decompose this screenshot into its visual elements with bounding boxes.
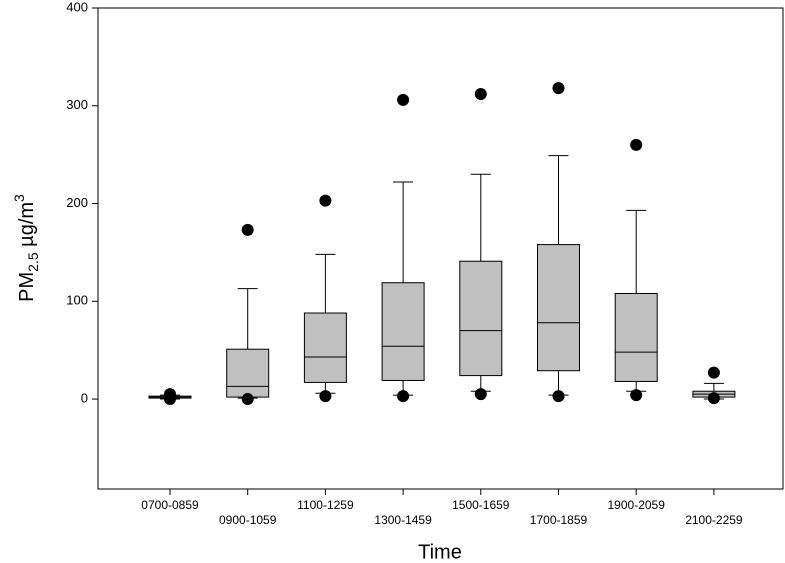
outlier: [630, 389, 643, 402]
outlier: [474, 388, 487, 401]
outlier: [552, 82, 565, 95]
x-tick-label: 2100-2259: [685, 513, 743, 527]
plot-frame: [97, 7, 784, 490]
box: [537, 244, 580, 372]
outlier: [164, 393, 176, 406]
y-title-sup: 3: [11, 194, 27, 202]
outlier: [707, 392, 720, 405]
y-tick-label: 200: [66, 195, 88, 210]
y-tick-label: 0: [81, 390, 88, 405]
y-title-main: PM: [16, 272, 38, 302]
y-title-sub: 2.5: [25, 252, 41, 272]
x-tick-label: 0700-0859: [141, 498, 199, 512]
x-tick-label: 1700-1859: [530, 513, 588, 527]
y-axis-title: PM2.5 µg/m3: [11, 194, 41, 302]
box: [226, 348, 270, 398]
x-axis-title: Time: [418, 541, 462, 563]
outlier: [397, 93, 410, 106]
box: [459, 260, 503, 377]
x-tick-label: 1100-1259: [297, 498, 354, 512]
outlier: [552, 390, 565, 403]
box: [303, 312, 347, 383]
y-title-unit: µg/m: [16, 202, 38, 252]
y-tick-label: 400: [66, 0, 88, 14]
x-tick-label: 1300-1459: [374, 513, 432, 527]
y-tick-label: 300: [66, 97, 88, 112]
x-tick-label: 1500-1659: [452, 498, 510, 512]
outlier: [707, 366, 720, 379]
outlier: [241, 223, 254, 236]
outlier: [319, 390, 332, 403]
outlier: [319, 194, 332, 207]
outlier: [630, 138, 643, 151]
outlier: [474, 88, 487, 101]
box: [381, 282, 425, 381]
outlier: [397, 390, 410, 403]
box: [614, 292, 658, 382]
outlier: [241, 393, 254, 406]
y-tick-label: 100: [66, 293, 88, 308]
x-tick-label: 1900-2059: [608, 498, 666, 512]
x-tick-label: 0900-1059: [219, 513, 277, 527]
